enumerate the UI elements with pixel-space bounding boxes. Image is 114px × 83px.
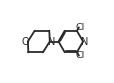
- Text: N: N: [47, 37, 55, 46]
- Text: Cl: Cl: [75, 51, 84, 60]
- Text: N: N: [80, 37, 88, 46]
- Text: Cl: Cl: [75, 23, 84, 32]
- Text: O: O: [22, 37, 29, 46]
